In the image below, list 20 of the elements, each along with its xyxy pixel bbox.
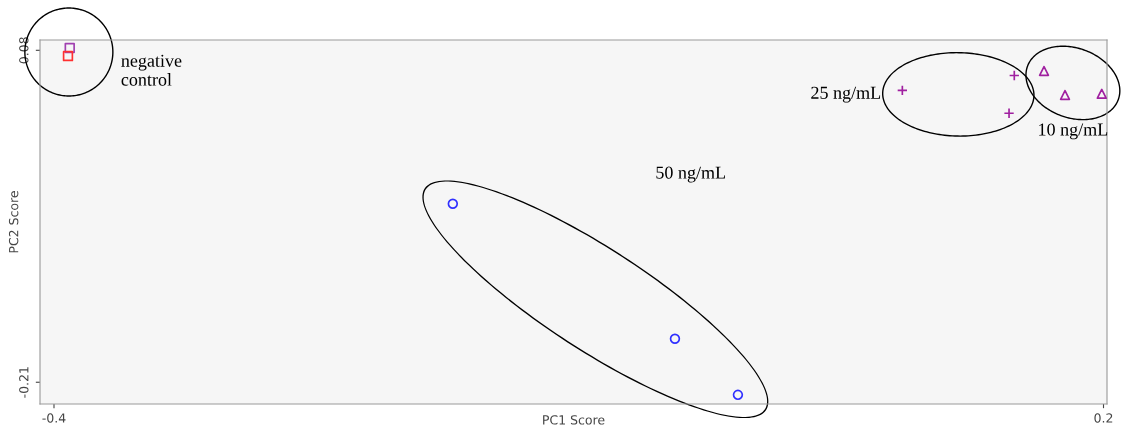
annotation: 25 ng/mL [811,86,881,103]
point [1096,88,1107,100]
x-tick-label: 0.2 [1094,413,1113,423]
point [1059,89,1071,101]
point [1038,65,1050,77]
y-tick-label: 0.08 [19,37,29,64]
annotation: 10 ng/mL [1039,123,1108,140]
point [669,333,681,344]
x-tick-label: -0.4 [42,413,66,423]
point [447,198,459,209]
point [64,42,75,54]
point [896,84,908,96]
point [732,389,744,401]
x-axis-title: PC1 Score [543,415,605,425]
point [62,50,74,62]
point [1008,69,1020,81]
y-axis-title: PC2 Score [8,191,19,253]
annotation: 50 ng/mL [656,166,725,183]
annotation: negative control [121,54,182,86]
y-tick-label: -0.21 [19,367,29,398]
